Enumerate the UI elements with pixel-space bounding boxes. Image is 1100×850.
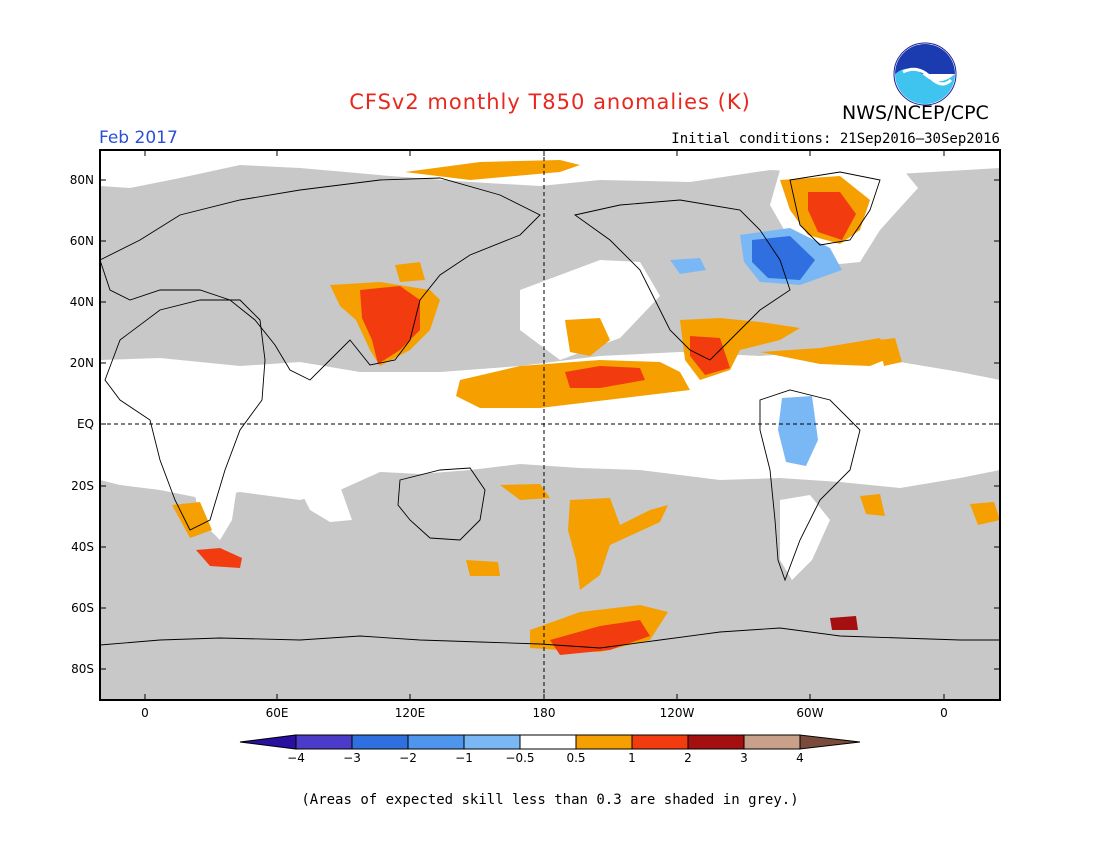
lat-label: EQ [77, 417, 94, 431]
map-frame [99, 149, 1001, 701]
lat-label: 40N [70, 295, 94, 309]
lat-label: 60N [70, 234, 94, 248]
colorbar: −4 −3 −2 −1 −0.5 0.5 1 2 3 4 [239, 734, 861, 765]
australia-coast [397, 467, 486, 541]
north-pacific-warm [565, 318, 610, 356]
north-america-coast [573, 199, 791, 361]
weddell-dark-warm [830, 616, 858, 630]
north-pacific-white [520, 260, 660, 360]
lat-label: 80N [70, 173, 94, 187]
lon-label: 0 [940, 706, 948, 720]
colorbar-swatch [351, 734, 409, 750]
south-pacific-warm-arm [568, 498, 668, 590]
colorbar-label: −4 [287, 751, 305, 765]
colorbar-label: −1 [455, 751, 473, 765]
organization-label: NWS/NCEP/CPC [842, 102, 989, 124]
colorbar-label: −3 [343, 751, 361, 765]
eurasia-coast [99, 177, 541, 381]
colorbar-label: −2 [399, 751, 417, 765]
west-australia-warm [970, 502, 1000, 525]
colorbar-arrow-high [799, 734, 861, 750]
south-indian-warm [196, 548, 242, 568]
colorbar-swatch [575, 734, 633, 750]
colorbar-swatch [295, 734, 353, 750]
south-atlantic-warm [860, 494, 885, 516]
lon-label: 120W [660, 706, 695, 720]
tropical-white-belt [100, 350, 1000, 500]
south-america-cool [778, 396, 818, 466]
colorbar-swatch [519, 734, 577, 750]
colorbar-swatch [687, 734, 745, 750]
africa-coast [104, 299, 266, 531]
mexico-warm-core [690, 336, 730, 375]
colorbar-label: −0.5 [505, 751, 534, 765]
atlantic-warm [760, 338, 890, 366]
latitude-axis: 80N 60N 40N 20N EQ 20S 40S 60S 80S [70, 173, 1000, 676]
initial-conditions: Initial conditions: 21Sep2016–30Sep2016 [671, 131, 1000, 147]
colorbar-label: 1 [628, 751, 636, 765]
colorbar-swatch [631, 734, 689, 750]
lon-label: 180 [533, 706, 556, 720]
greenland-warm-core [808, 192, 856, 240]
west-atlantic-warm [878, 338, 902, 366]
coastlines [99, 171, 1000, 649]
lon-label: 120E [395, 706, 426, 720]
pacific-nw-cool [670, 258, 706, 274]
colorbar-label: 3 [740, 751, 748, 765]
east-siberia-warm [395, 262, 425, 282]
colorbar-arrow-low [239, 734, 297, 750]
lat-label: 20S [71, 479, 94, 493]
cool-anomalies [670, 228, 842, 466]
north-america-cool-core [752, 236, 815, 280]
colorbar-label: 4 [796, 751, 804, 765]
new-zealand-warm [466, 560, 500, 576]
colorbar-swatch [743, 734, 801, 750]
valid-month: Feb 2017 [99, 128, 178, 148]
east-asia-warm-core [360, 286, 420, 364]
noaa-logo-icon [893, 42, 957, 106]
lon-label: 0 [141, 706, 149, 720]
colorbar-label: 0.5 [566, 751, 585, 765]
lon-label: 60E [266, 706, 289, 720]
colorbar-swatch [407, 734, 465, 750]
colorbar-swatch [463, 734, 521, 750]
tasman-warm [500, 484, 550, 500]
map-title: CFSv2 monthly T850 anomalies (K) [349, 90, 751, 114]
arctic-pacific-warm [405, 160, 580, 180]
south-africa-warm [172, 502, 212, 538]
south-america-coast [759, 389, 861, 582]
lat-label: 80S [71, 662, 94, 676]
tropical-pacific-warm-core [565, 366, 645, 388]
lat-label: 60S [71, 601, 94, 615]
australia-east-white [300, 486, 352, 522]
footnote: (Areas of expected skill less than 0.3 a… [301, 792, 799, 808]
colorbar-label: 2 [684, 751, 692, 765]
antarctica-coast [99, 627, 1000, 649]
greenland-coast [789, 171, 881, 246]
lat-label: 40S [71, 540, 94, 554]
longitude-axis: 0 60E 120E 180 120W 60W 0 [141, 150, 948, 720]
lon-label: 60W [796, 706, 823, 720]
lat-label: 20N [70, 356, 94, 370]
